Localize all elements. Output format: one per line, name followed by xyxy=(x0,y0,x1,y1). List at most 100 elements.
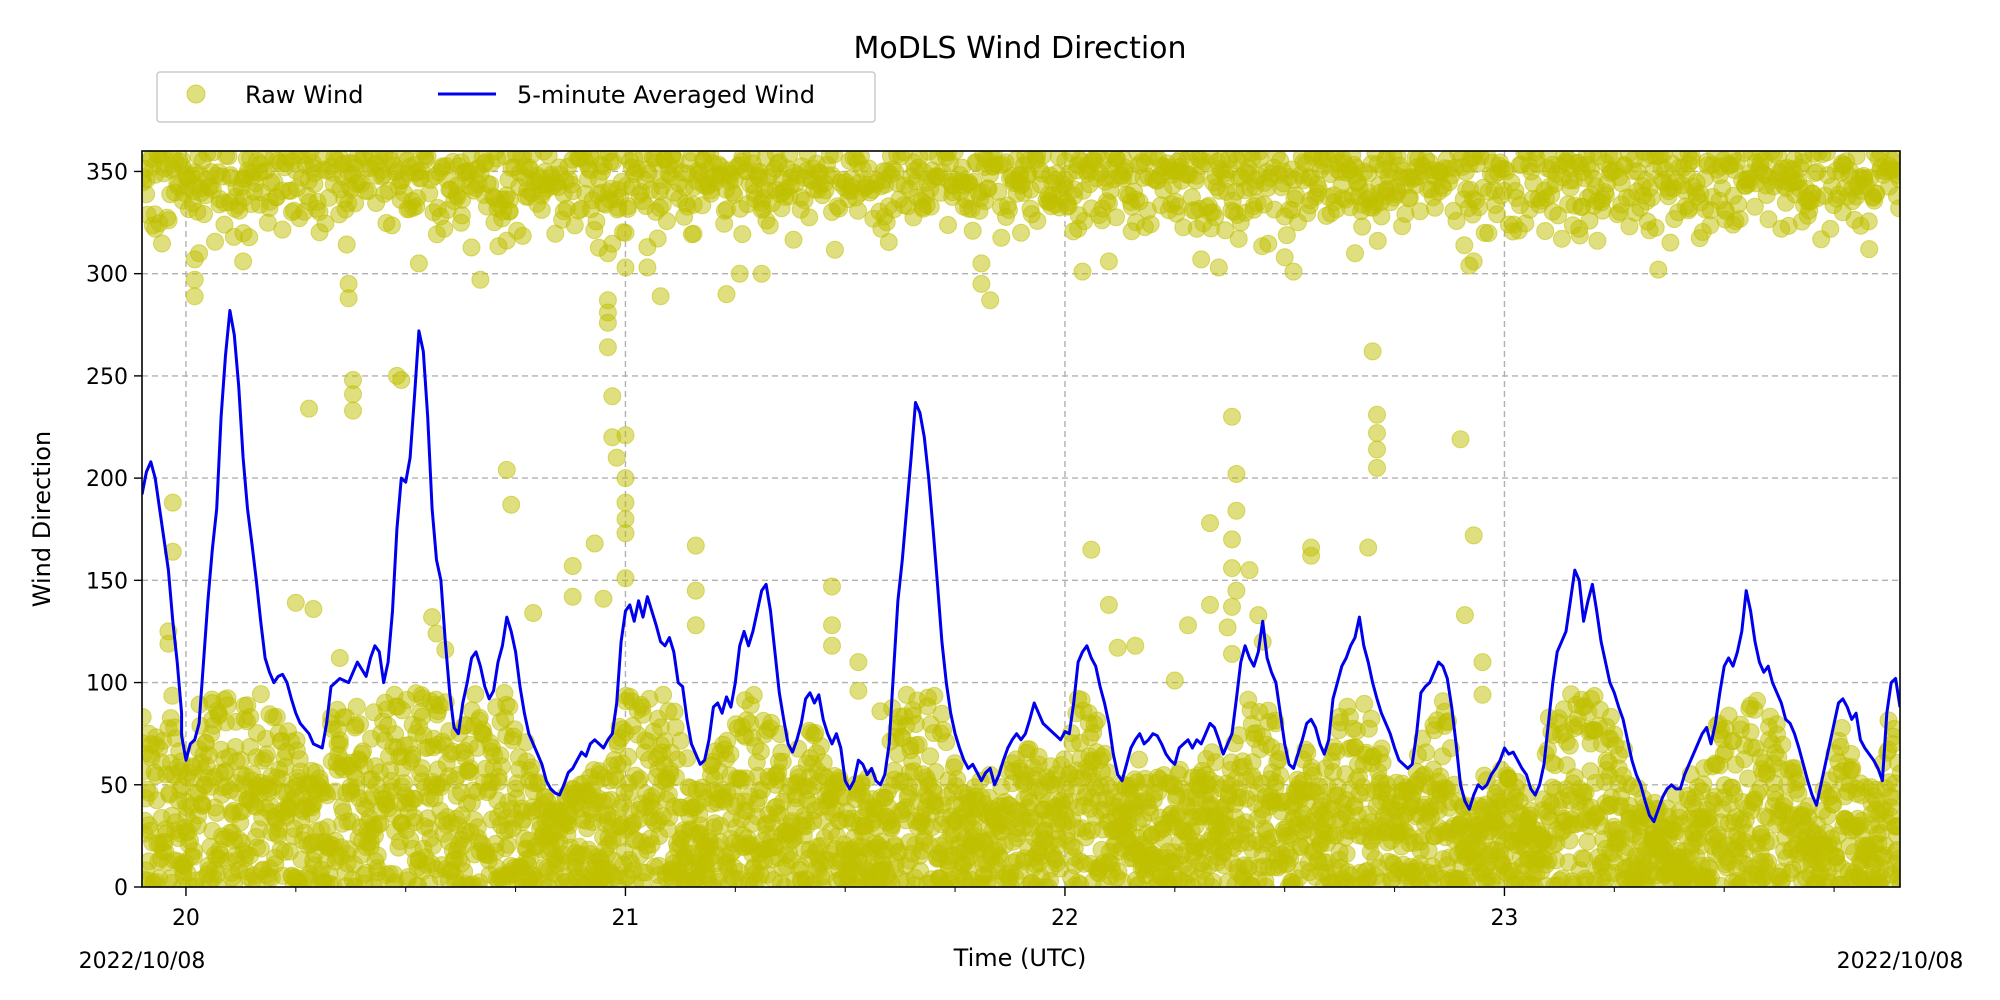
x-tick-label: 21 xyxy=(611,906,639,931)
raw-wind-point xyxy=(206,232,224,251)
raw-wind-point xyxy=(347,697,366,716)
raw-wind-point xyxy=(1373,753,1392,772)
raw-wind-point xyxy=(784,230,803,249)
raw-wind-point xyxy=(618,199,637,218)
raw-wind-point xyxy=(1187,219,1206,238)
raw-wind-point xyxy=(616,258,635,277)
raw-wind-point xyxy=(1302,546,1321,565)
legend-marker-raw-wind xyxy=(186,84,206,104)
raw-wind-point xyxy=(598,313,617,332)
y-axis-label: Wind Direction xyxy=(28,431,56,607)
raw-wind-point xyxy=(287,731,306,750)
raw-wind-point xyxy=(616,524,635,543)
raw-wind-point xyxy=(1095,744,1114,763)
raw-wind-point xyxy=(825,240,844,259)
y-tick-label: 300 xyxy=(86,263,128,288)
raw-wind-point xyxy=(651,287,670,306)
raw-wind-point xyxy=(616,493,635,512)
raw-wind-point xyxy=(1141,215,1160,234)
raw-wind-point xyxy=(1455,606,1474,625)
raw-wind-point xyxy=(1649,260,1668,279)
raw-wind-point xyxy=(462,238,481,257)
raw-wind-point xyxy=(1642,188,1661,207)
y-tick-label: 200 xyxy=(86,467,128,492)
raw-wind-point xyxy=(823,616,841,635)
raw-wind-point xyxy=(409,254,428,273)
raw-wind-point xyxy=(1223,530,1241,549)
raw-wind-point xyxy=(1578,832,1597,851)
raw-wind-point xyxy=(1570,219,1589,238)
raw-wind-point xyxy=(466,685,485,704)
raw-wind-point xyxy=(1223,644,1241,663)
raw-wind-point xyxy=(686,616,705,635)
raw-wind-point xyxy=(963,221,982,240)
raw-wind-point xyxy=(1337,844,1356,863)
raw-wind-point xyxy=(290,750,309,769)
raw-wind-point xyxy=(1368,458,1386,477)
raw-wind-point xyxy=(1479,224,1498,243)
raw-wind-point xyxy=(1368,405,1386,424)
raw-wind-point xyxy=(1346,244,1364,263)
raw-wind-point xyxy=(760,216,779,235)
raw-wind-point xyxy=(925,686,944,705)
raw-wind-point xyxy=(1206,753,1225,772)
raw-wind-point xyxy=(240,228,259,247)
raw-wind-point xyxy=(1362,709,1381,728)
raw-wind-point xyxy=(752,264,771,283)
raw-wind-point xyxy=(945,754,964,773)
raw-wind-point xyxy=(1767,715,1786,734)
raw-wind-point xyxy=(215,215,234,234)
raw-wind-point xyxy=(1165,671,1184,690)
raw-wind-point xyxy=(654,685,673,704)
raw-wind-point xyxy=(1249,606,1268,625)
raw-wind-point xyxy=(1411,202,1430,221)
raw-wind-point xyxy=(1099,595,1118,614)
raw-wind-point xyxy=(1353,217,1372,236)
raw-wind-point xyxy=(185,270,204,289)
raw-wind-point xyxy=(300,399,318,418)
raw-wind-point xyxy=(351,715,369,734)
raw-wind-point xyxy=(153,234,171,253)
x-tick-label: 20 xyxy=(172,906,200,931)
raw-wind-point xyxy=(1883,735,1900,754)
raw-wind-point xyxy=(532,200,551,219)
raw-wind-point xyxy=(630,769,649,788)
raw-wind-point xyxy=(1368,440,1386,459)
raw-wind-point xyxy=(1192,250,1211,269)
raw-wind-point xyxy=(524,604,543,622)
raw-wind-point xyxy=(435,219,454,238)
raw-wind-point xyxy=(823,636,841,655)
raw-wind-point xyxy=(616,569,635,588)
raw-wind-point xyxy=(1552,229,1571,248)
raw-wind-point xyxy=(344,385,362,404)
raw-wind-point xyxy=(203,694,222,712)
raw-wind-point xyxy=(330,649,349,667)
raw-wind-point xyxy=(921,747,940,766)
raw-wind-point xyxy=(1396,204,1415,223)
raw-wind-point xyxy=(1561,178,1580,197)
raw-wind-point xyxy=(684,224,703,243)
raw-wind-point xyxy=(1223,597,1241,616)
raw-wind-point xyxy=(563,587,582,606)
raw-wind-point xyxy=(1099,252,1118,271)
raw-wind-point xyxy=(823,577,841,596)
raw-wind-point xyxy=(195,205,213,224)
legend: Raw Wind 5-minute Averaged Wind xyxy=(156,71,876,123)
raw-wind-point xyxy=(142,185,156,204)
raw-wind-point xyxy=(1859,212,1878,231)
raw-wind-point xyxy=(234,252,253,271)
x-tick-label: 23 xyxy=(1490,906,1518,931)
raw-wind-point xyxy=(730,264,749,283)
raw-wind-point xyxy=(1218,618,1237,637)
raw-wind-point xyxy=(461,759,480,778)
raw-wind-point xyxy=(1126,636,1145,655)
raw-wind-point xyxy=(344,401,362,420)
date-label-right: 2022/10/08 xyxy=(1837,949,1964,974)
y-tick-label: 250 xyxy=(86,365,128,390)
raw-wind-point xyxy=(304,600,323,618)
raw-wind-point xyxy=(671,731,690,750)
raw-wind-point xyxy=(717,285,736,304)
raw-wind-point xyxy=(1088,711,1107,730)
raw-wind-point xyxy=(184,847,203,866)
raw-wind-point xyxy=(1231,213,1250,232)
